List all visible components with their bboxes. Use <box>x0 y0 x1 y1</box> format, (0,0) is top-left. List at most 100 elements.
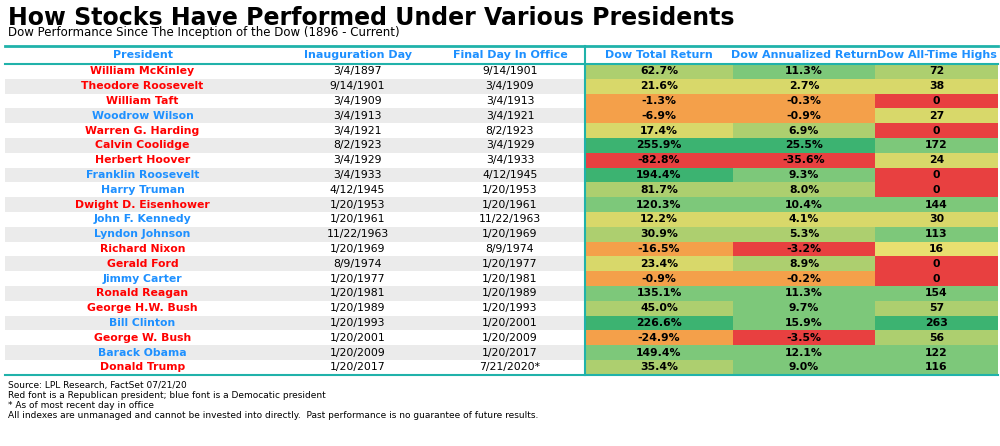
Text: Final Day In Office: Final Day In Office <box>453 50 567 60</box>
Bar <box>875 212 998 227</box>
Bar <box>5 153 585 168</box>
Text: 8.9%: 8.9% <box>789 259 819 269</box>
Bar <box>5 168 585 182</box>
Text: Dow All-Time Highs: Dow All-Time Highs <box>877 50 996 60</box>
Text: 154: 154 <box>925 289 948 298</box>
Bar <box>585 64 733 79</box>
Text: 1/20/1953: 1/20/1953 <box>330 200 385 210</box>
Text: 0: 0 <box>933 185 940 195</box>
Bar <box>585 79 733 94</box>
Bar <box>875 123 998 138</box>
Bar <box>875 316 998 330</box>
Text: -1.3%: -1.3% <box>642 96 676 106</box>
Bar <box>585 242 733 256</box>
Text: 57: 57 <box>929 303 944 313</box>
Bar <box>585 123 733 138</box>
Text: 113: 113 <box>925 229 948 239</box>
Text: 3/4/1909: 3/4/1909 <box>333 96 382 106</box>
Bar <box>5 94 585 108</box>
Bar <box>875 301 998 316</box>
Text: 1/20/2001: 1/20/2001 <box>330 333 385 343</box>
Text: -16.5%: -16.5% <box>638 244 680 254</box>
Bar <box>733 123 875 138</box>
Text: 25.5%: 25.5% <box>785 140 823 150</box>
Bar <box>5 242 585 256</box>
Bar <box>5 197 585 212</box>
Text: 30.9%: 30.9% <box>640 229 678 239</box>
Text: 194.4%: 194.4% <box>636 170 682 180</box>
Text: Harry Truman: Harry Truman <box>101 185 184 195</box>
Text: 8/2/1923: 8/2/1923 <box>333 140 382 150</box>
Text: 1/20/1961: 1/20/1961 <box>330 215 385 224</box>
Bar <box>733 360 875 375</box>
Text: 38: 38 <box>929 81 944 91</box>
Bar <box>585 330 733 345</box>
Text: 1/20/2009: 1/20/2009 <box>330 347 385 358</box>
Text: Jimmy Carter: Jimmy Carter <box>103 273 182 284</box>
Text: 1/20/1969: 1/20/1969 <box>330 244 385 254</box>
Bar <box>585 153 733 168</box>
Text: 1/20/1989: 1/20/1989 <box>482 289 538 298</box>
Text: Gerald Ford: Gerald Ford <box>107 259 178 269</box>
Bar <box>733 153 875 168</box>
Text: 1/20/1993: 1/20/1993 <box>482 303 538 313</box>
Text: Richard Nixon: Richard Nixon <box>100 244 185 254</box>
Text: Dow Annualized Return: Dow Annualized Return <box>731 50 877 60</box>
Text: 1/20/1981: 1/20/1981 <box>482 273 538 284</box>
Bar <box>5 345 585 360</box>
Text: Herbert Hoover: Herbert Hoover <box>95 155 190 165</box>
Text: 3/4/1933: 3/4/1933 <box>333 170 382 180</box>
Bar <box>585 256 733 271</box>
Text: 9.0%: 9.0% <box>789 363 819 372</box>
Bar <box>875 256 998 271</box>
Text: William Taft: William Taft <box>106 96 179 106</box>
Text: 4.1%: 4.1% <box>789 215 819 224</box>
Text: 15.9%: 15.9% <box>785 318 823 328</box>
Text: 12.2%: 12.2% <box>640 215 678 224</box>
Bar <box>585 168 733 182</box>
Text: -6.9%: -6.9% <box>642 111 676 121</box>
Bar <box>875 138 998 153</box>
Bar <box>5 301 585 316</box>
Text: 3/4/1921: 3/4/1921 <box>333 126 382 136</box>
Text: 3/4/1913: 3/4/1913 <box>333 111 382 121</box>
Text: 8/2/1923: 8/2/1923 <box>486 126 534 136</box>
Bar <box>585 138 733 153</box>
Text: 8/9/1974: 8/9/1974 <box>486 244 534 254</box>
Text: * As of most recent day in office: * As of most recent day in office <box>8 401 154 410</box>
Text: 3/4/1909: 3/4/1909 <box>486 81 534 91</box>
Text: 1/20/2001: 1/20/2001 <box>482 318 538 328</box>
Bar <box>875 79 998 94</box>
Bar <box>875 108 998 123</box>
Text: 0: 0 <box>933 96 940 106</box>
Text: 3/4/1929: 3/4/1929 <box>333 155 382 165</box>
Bar <box>875 168 998 182</box>
Text: How Stocks Have Performed Under Various Presidents: How Stocks Have Performed Under Various … <box>8 6 734 30</box>
Bar <box>733 286 875 301</box>
Text: 9.7%: 9.7% <box>789 303 819 313</box>
Bar <box>875 242 998 256</box>
Text: 81.7%: 81.7% <box>640 185 678 195</box>
Bar <box>5 256 585 271</box>
Text: -0.9%: -0.9% <box>787 111 821 121</box>
Bar <box>875 360 998 375</box>
Text: 11/22/1963: 11/22/1963 <box>479 215 541 224</box>
Bar <box>5 64 585 79</box>
Bar <box>733 168 875 182</box>
Bar <box>5 108 585 123</box>
Text: -24.9%: -24.9% <box>638 333 680 343</box>
Text: 122: 122 <box>925 347 948 358</box>
Bar <box>875 197 998 212</box>
Bar <box>875 330 998 345</box>
Text: 120.3%: 120.3% <box>636 200 682 210</box>
Bar <box>585 108 733 123</box>
Bar <box>733 345 875 360</box>
Text: -3.5%: -3.5% <box>786 333 822 343</box>
Text: 3/4/1913: 3/4/1913 <box>486 96 534 106</box>
Text: 8.0%: 8.0% <box>789 185 819 195</box>
Text: 1/20/2009: 1/20/2009 <box>482 333 538 343</box>
Text: George H.W. Bush: George H.W. Bush <box>87 303 198 313</box>
Bar <box>585 227 733 242</box>
Bar <box>733 182 875 197</box>
Bar <box>585 197 733 212</box>
